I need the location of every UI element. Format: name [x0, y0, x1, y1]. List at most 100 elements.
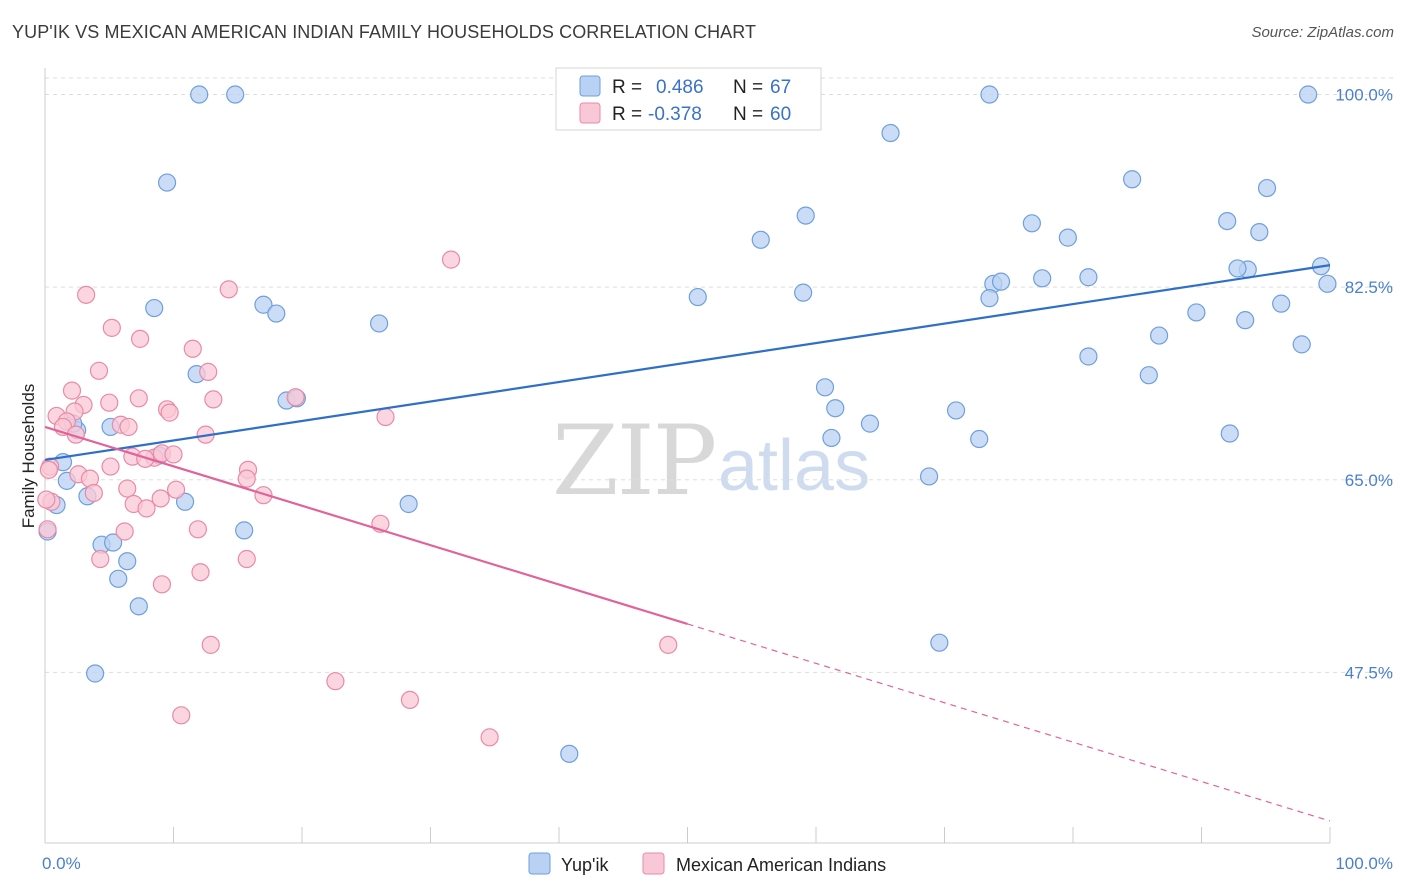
yupik-point: [1292, 335, 1311, 354]
yupik-point: [1299, 85, 1318, 104]
yupik-point: [1272, 294, 1291, 313]
yupik-point: [1149, 326, 1169, 345]
yupik-point: [1123, 170, 1142, 189]
yupik-point: [860, 414, 880, 433]
yupik-point: [991, 272, 1011, 291]
mexican-american-indians-point: [118, 479, 137, 498]
mexican-american-indians-point: [84, 483, 103, 503]
series-legend: Yup'ik Mexican American Indians: [528, 852, 886, 875]
yupik-point: [399, 494, 418, 514]
mexican-american-indians-point: [286, 388, 305, 407]
yupik-point: [970, 429, 989, 449]
mexican-american-indians-point: [39, 460, 58, 479]
mexican-american-indians-point: [237, 469, 256, 488]
legend-r-label-yupik: R =: [612, 77, 642, 98]
yupik-point: [980, 85, 999, 104]
yupik-point: [822, 428, 841, 448]
yupik-trendline: [44, 264, 1331, 462]
bottom-legend-label-yupik: Yup'ik: [561, 855, 609, 875]
bottom-legend-label-mexican-american-indians: Mexican American Indians: [676, 855, 886, 875]
watermark-zip: ZIP: [552, 405, 715, 517]
yupik-point: [1250, 223, 1269, 242]
yupik-point: [815, 378, 835, 397]
mexican-american-indians-point: [199, 362, 218, 381]
correlation-legend: R = 0.486 N = 67 R = -0.378 N = 60: [555, 67, 822, 131]
gridlines: [45, 77, 1393, 673]
yupik-point: [1187, 303, 1206, 322]
yupik-point: [1139, 366, 1158, 385]
y-axis-title: Family Households: [19, 384, 38, 529]
mexican-american-indians-point: [659, 635, 678, 654]
yupik-point: [751, 230, 770, 249]
mexican-american-indians-point: [400, 690, 420, 710]
mexican-american-indians-point: [254, 486, 273, 505]
yupik-point: [881, 123, 900, 143]
series-mexican-american-indians-points: [37, 250, 678, 747]
mexican-american-indians-point: [326, 672, 345, 691]
mexican-american-indians-point: [376, 407, 395, 427]
mexican-american-indians-point: [129, 389, 148, 408]
y-tick-label: 47.5%: [1345, 663, 1393, 682]
yupik-point: [946, 401, 966, 420]
yupik-point: [118, 552, 137, 571]
legend-r-value-mexican-american-indians: -0.378: [648, 104, 702, 125]
mexican-american-indians-point: [102, 318, 121, 337]
legend-n-label-yupik: N =: [733, 77, 763, 98]
mexican-american-indians-point: [119, 417, 138, 437]
watermark-atlas: atlas: [718, 426, 870, 506]
legend-r-value-yupik: 0.486: [656, 77, 704, 98]
yupik-point: [1318, 274, 1337, 293]
yupik-point: [190, 85, 209, 104]
yupik-point: [1257, 178, 1277, 198]
yupik-point: [1236, 311, 1255, 330]
y-tick-label: 82.5%: [1345, 278, 1393, 297]
yupik-point: [1218, 211, 1237, 231]
x-ticks: [44, 827, 1331, 843]
source-label: Source: ZipAtlas.com: [1251, 24, 1394, 41]
mexican-american-indians-point: [62, 381, 82, 400]
mexican-american-indians-point: [441, 250, 461, 269]
mexican-american-indians-point: [136, 449, 155, 468]
mexican-american-indians-point: [89, 361, 109, 380]
mexican-american-indians-trendline: [44, 425, 688, 626]
mexican-american-indians-point: [38, 520, 57, 539]
mexican-american-indians-point: [204, 390, 223, 409]
mexican-american-indians-point: [188, 520, 208, 539]
yupik-point: [796, 206, 815, 225]
mexican-american-indians-point: [100, 393, 119, 412]
yupik-point: [104, 533, 123, 552]
yupik-point: [267, 304, 286, 323]
legend-r-label-mexican-american-indians: R =: [612, 104, 642, 125]
chart-title: YUP'IK VS MEXICAN AMERICAN INDIAN FAMILY…: [12, 22, 757, 42]
yupik-point: [370, 314, 389, 333]
mexican-american-indians-point: [166, 480, 186, 499]
mexican-american-indians-point: [77, 285, 96, 304]
mexican-american-indians-point: [101, 457, 120, 476]
mexican-american-indians-point: [164, 445, 183, 464]
yupik-point: [688, 287, 707, 307]
yupik-point: [980, 289, 999, 308]
mexican-american-indians-point: [237, 549, 256, 569]
x-tick-label-max: 100.0%: [1335, 854, 1393, 873]
mexican-american-indians-point: [201, 635, 220, 654]
yupik-point: [1033, 269, 1052, 288]
yupik-point: [919, 467, 939, 486]
mexican-american-indians-point: [480, 728, 499, 747]
mexican-american-indians-point: [137, 499, 156, 518]
yupik-point: [560, 744, 579, 763]
trendlines: [44, 264, 1331, 822]
yupik-point: [1022, 214, 1041, 233]
mexican-american-indians-point: [183, 339, 202, 358]
yupik-point: [930, 633, 949, 652]
yupik-point: [1079, 268, 1098, 287]
yupik-point: [1058, 228, 1077, 247]
mexican-american-indians-point: [172, 706, 191, 725]
yupik-point: [145, 298, 164, 318]
yupik-point: [1220, 424, 1239, 443]
mexican-american-indians-point: [115, 522, 134, 541]
yupik-point: [226, 85, 245, 104]
mexican-american-indians-trendline-extension: [687, 623, 1331, 822]
mexican-american-indians-point: [151, 489, 170, 508]
yupik-point: [86, 664, 105, 683]
